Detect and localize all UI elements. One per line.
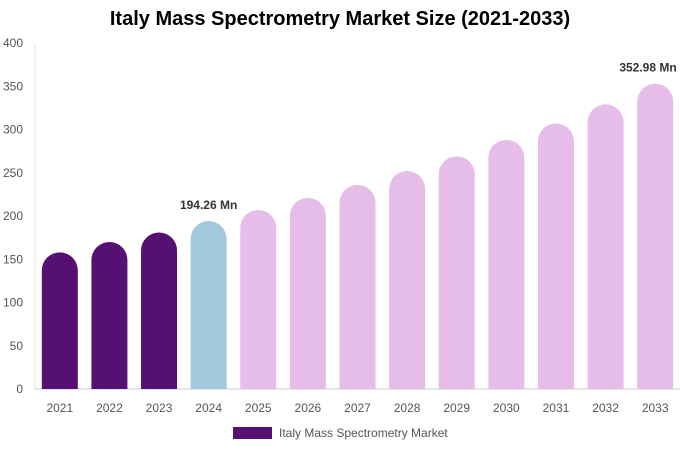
bar-2032 [587,104,624,389]
bar-2030 [488,139,525,389]
legend-swatch [233,427,272,439]
legend-label: Italy Mass Spectrometry Market [279,426,448,440]
y-tick-label: 300 [3,123,23,137]
x-tick-label: 2022 [96,401,123,415]
x-tick-label: 2030 [493,401,520,415]
x-tick-label: 2027 [344,401,371,415]
y-tick-label: 50 [10,339,24,353]
bar-2024 [190,220,227,389]
bar-2022 [91,241,128,389]
x-tick-label: 2029 [443,401,470,415]
x-tick-label: 2031 [543,401,570,415]
bar-2028 [389,171,426,389]
x-tick-label: 2021 [46,401,73,415]
chart-title: Italy Mass Spectrometry Market Size (202… [109,8,571,30]
bar-2029 [438,156,475,389]
data-label: 352.98 Mn [619,61,676,75]
x-tick-label: 2023 [146,401,173,415]
y-tick-label: 0 [16,382,23,396]
x-tick-label: 2028 [394,401,421,415]
x-tick-label: 2026 [295,401,322,415]
x-tick-label: 2032 [592,401,619,415]
bar-2021 [41,252,78,389]
bar-2031 [537,123,574,389]
data-label: 194.26 Mn [180,198,237,212]
y-tick-label: 400 [3,36,23,50]
y-tick-label: 150 [3,252,23,266]
x-tick-label: 2025 [245,401,272,415]
legend: Italy Mass Spectrometry Market [233,426,448,440]
bar-2025 [240,209,277,389]
y-tick-label: 250 [3,166,23,180]
y-tick-label: 100 [3,296,23,310]
bar-2033 [637,83,674,389]
bar-2027 [339,184,376,389]
x-tick-label: 2024 [195,401,222,415]
bar-2023 [141,232,178,389]
y-tick-label: 200 [3,209,23,223]
y-tick-label: 350 [3,79,23,93]
bar-2026 [289,197,326,389]
x-tick-label: 2033 [642,401,669,415]
